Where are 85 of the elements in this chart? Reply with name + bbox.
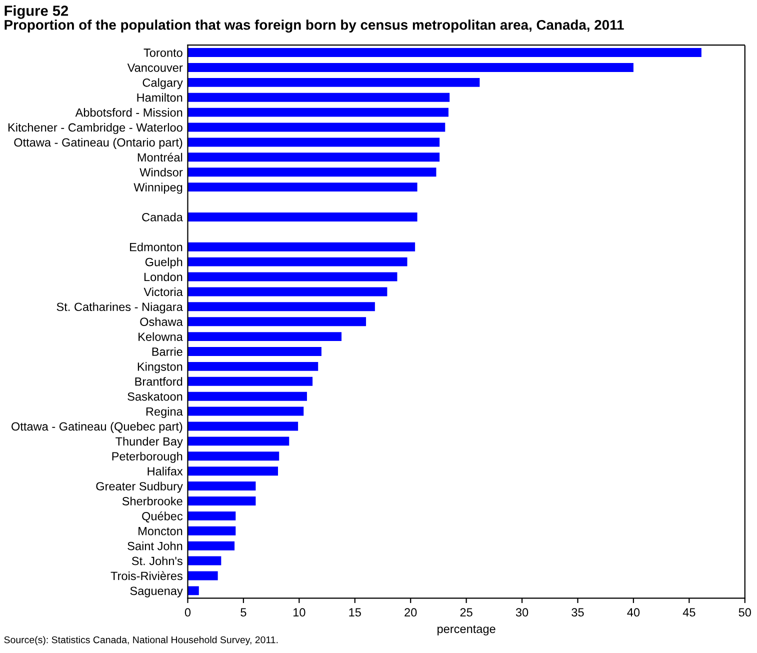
bar [188,272,398,282]
x-tick-label: 5 [240,608,246,617]
y-tick-label: Winnipeg [134,182,182,194]
y-tick-label: St. Catharines - Niagara [56,302,183,314]
bar [188,362,318,371]
y-tick-label: Abbotsford - Mission [75,108,182,117]
x-tick-label: 40 [627,608,640,617]
bar [188,152,440,162]
x-tick-label: 35 [572,608,584,617]
y-tick-label: Québec [142,512,183,522]
bar [188,138,440,147]
y-tick-label: Toronto [144,48,182,57]
bar [188,376,313,386]
x-tick-label: 50 [738,608,751,617]
bar [188,436,290,446]
chart-subtitle: Proportion of the population that was foreign born by census metropolitan area, Canada, 2011 [4,20,624,33]
y-tick-label: Montréal [138,152,182,162]
y-tick-label: Regina [146,407,183,418]
bar [188,78,480,87]
bar [188,62,634,72]
y-tick-label: Kingston [138,362,182,374]
bar [188,287,388,296]
y-tick-label: Windsor [140,168,183,177]
y-tick-label: Moncton [138,527,182,536]
y-tick-label: St. John's [132,556,182,566]
y-tick-label: Guelph [145,258,182,269]
y-tick-label: Oshawa [140,317,183,326]
bar [188,347,322,356]
x-tick-label: 45 [682,608,696,617]
y-tick-label: Vancouver [127,64,183,72]
bar [188,168,436,177]
bar [188,332,342,342]
y-tick-label: Peterborough [112,452,182,463]
y-tick-label: Brantford [135,377,182,386]
y-tick-label: Edmonton [130,242,182,252]
bar [188,482,256,491]
y-tick-label: Thunder Bay [116,436,183,448]
bar [188,556,222,566]
bar [188,406,304,416]
x-tick-label: 30 [516,608,528,617]
bar [188,92,450,102]
bar [188,257,408,266]
bar [188,212,418,222]
bar [188,452,280,461]
x-tick-label: 10 [294,608,306,617]
bar [188,466,278,476]
bar [188,302,375,312]
x-tick-label: 25 [460,608,472,617]
bar [188,541,235,550]
y-tick-label: Trois-Rivières [110,571,182,580]
bar [188,392,307,401]
y-tick-label: Saguenay [130,586,183,598]
y-tick-label: Kitchener - Cambridge - Waterloo [8,122,182,134]
x-tick-label: 0 [184,608,191,617]
bar [188,422,298,431]
y-tick-label: Halifax [148,466,183,476]
bar [188,122,446,132]
x-tick-label: 20 [404,608,417,617]
y-tick-label: Kelowna [138,332,183,341]
bar [188,182,418,192]
y-tick-label: Canada [142,212,183,222]
bar [188,317,366,326]
y-tick-label: Ottawa - Gatineau (Ontario part) [14,138,182,149]
bar [188,496,256,506]
y-tick-label: Calgary [142,78,183,90]
y-tick-label: Sherbrooke [122,496,182,506]
source-note: Source(s): Statistics Canada, National Household Survey, 2011. [4,636,278,646]
y-tick-label: Barrie [152,347,182,356]
y-tick-label: Greater Sudbury [96,482,183,493]
y-tick-label: Ottawa - Gatineau (Quebec part) [12,422,182,433]
bar [188,242,416,252]
bar [188,48,702,58]
y-tick-label: Saint John [128,542,182,550]
bar [188,586,199,596]
bar [188,511,236,520]
bar [188,571,218,580]
bar [188,526,236,536]
bar [188,108,448,117]
x-axis-title: percentage [438,625,496,636]
x-tick-label: 15 [349,608,361,617]
y-tick-label: Hamilton [137,93,182,102]
y-tick-label: Victoria [144,287,183,296]
text: Figure 52 [4,5,68,19]
y-tick-label: Saskatoon [128,392,182,401]
y-tick-label: London [144,272,182,282]
